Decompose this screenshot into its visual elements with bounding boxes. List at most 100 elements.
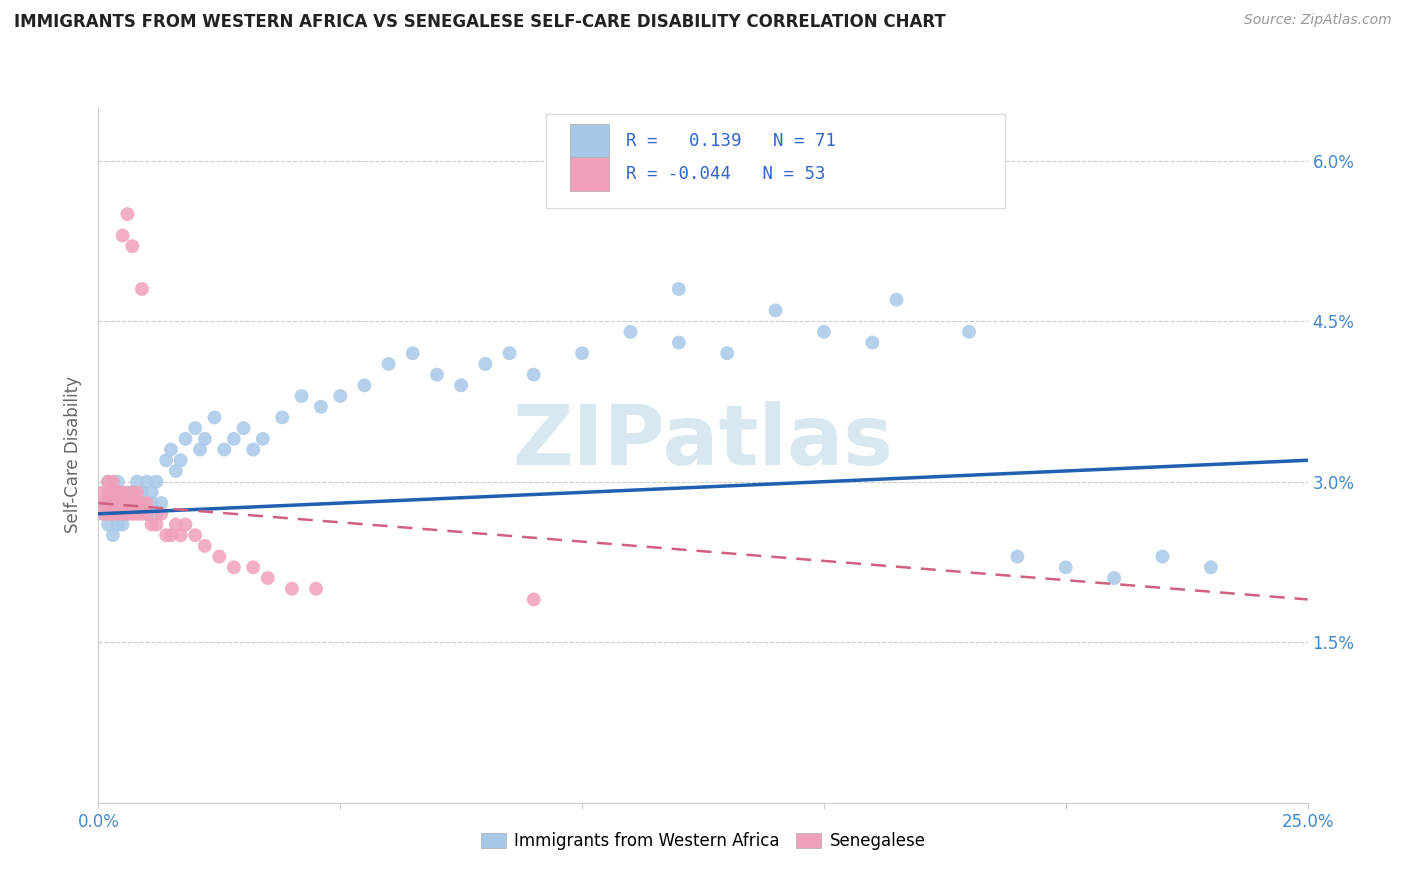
Point	[1199, 560, 1222, 574]
Point	[571, 346, 593, 360]
Point	[121, 496, 143, 510]
Point	[97, 475, 120, 489]
Text: Source: ZipAtlas.com: Source: ZipAtlas.com	[1244, 13, 1392, 28]
Point	[101, 496, 124, 510]
Point	[141, 485, 163, 500]
Text: IMMIGRANTS FROM WESTERN AFRICA VS SENEGALESE SELF-CARE DISABILITY CORRELATION CH: IMMIGRANTS FROM WESTERN AFRICA VS SENEGA…	[14, 13, 946, 31]
Point	[91, 507, 114, 521]
Point	[131, 485, 153, 500]
Point	[252, 432, 274, 446]
Point	[135, 507, 157, 521]
Point	[107, 475, 129, 489]
Point	[135, 496, 157, 510]
Point	[160, 442, 183, 457]
Text: R =   0.139   N = 71: R = 0.139 N = 71	[626, 132, 835, 150]
Point	[91, 507, 114, 521]
Point	[107, 485, 129, 500]
Point	[97, 475, 120, 489]
Point	[450, 378, 472, 392]
Point	[523, 592, 546, 607]
Point	[107, 517, 129, 532]
Point	[121, 507, 143, 521]
Point	[97, 507, 120, 521]
Point	[290, 389, 312, 403]
Point	[111, 496, 134, 510]
Point	[813, 325, 835, 339]
Point	[204, 410, 226, 425]
Point	[131, 282, 153, 296]
Point	[281, 582, 304, 596]
Point	[188, 442, 211, 457]
Point	[174, 432, 197, 446]
Point	[309, 400, 332, 414]
Point	[97, 517, 120, 532]
Point	[668, 335, 690, 350]
Point	[194, 432, 217, 446]
Point	[305, 582, 328, 596]
Point	[135, 507, 157, 521]
Point	[716, 346, 738, 360]
FancyBboxPatch shape	[569, 157, 609, 191]
Point	[101, 528, 124, 542]
Point	[117, 496, 139, 510]
Point	[212, 442, 235, 457]
Point	[127, 485, 149, 500]
Point	[121, 485, 143, 500]
Point	[194, 539, 217, 553]
Point	[208, 549, 231, 564]
Point	[111, 507, 134, 521]
Point	[91, 485, 114, 500]
Point	[498, 346, 520, 360]
Point	[402, 346, 425, 360]
Point	[155, 528, 177, 542]
Point	[101, 507, 124, 521]
Point	[145, 517, 167, 532]
FancyBboxPatch shape	[546, 114, 1005, 208]
Point	[1007, 549, 1029, 564]
Point	[111, 485, 134, 500]
Point	[101, 507, 124, 521]
Point	[426, 368, 449, 382]
Point	[111, 228, 134, 243]
Point	[160, 528, 183, 542]
Point	[165, 464, 187, 478]
Point	[117, 485, 139, 500]
Point	[107, 496, 129, 510]
Point	[111, 496, 134, 510]
Text: R = -0.044   N = 53: R = -0.044 N = 53	[626, 165, 825, 183]
Point	[1102, 571, 1125, 585]
Point	[256, 571, 278, 585]
Point	[97, 485, 120, 500]
Point	[242, 560, 264, 574]
Point	[97, 485, 120, 500]
Point	[1152, 549, 1174, 564]
Point	[111, 517, 134, 532]
Point	[117, 207, 139, 221]
Point	[141, 517, 163, 532]
Point	[242, 442, 264, 457]
Point	[91, 496, 114, 510]
Point	[474, 357, 496, 371]
Point	[91, 496, 114, 510]
Point	[377, 357, 399, 371]
Point	[117, 496, 139, 510]
Point	[860, 335, 883, 350]
Point	[957, 325, 980, 339]
Legend: Immigrants from Western Africa, Senegalese: Immigrants from Western Africa, Senegale…	[474, 826, 932, 857]
Point	[117, 496, 139, 510]
Point	[97, 496, 120, 510]
Point	[145, 475, 167, 489]
Point	[184, 528, 207, 542]
Point	[619, 325, 641, 339]
Point	[117, 507, 139, 521]
Point	[271, 410, 294, 425]
Point	[127, 496, 149, 510]
Point	[111, 507, 134, 521]
Point	[329, 389, 352, 403]
Point	[127, 475, 149, 489]
Point	[127, 507, 149, 521]
Point	[155, 453, 177, 467]
Point	[765, 303, 787, 318]
Point	[101, 485, 124, 500]
Point	[121, 496, 143, 510]
